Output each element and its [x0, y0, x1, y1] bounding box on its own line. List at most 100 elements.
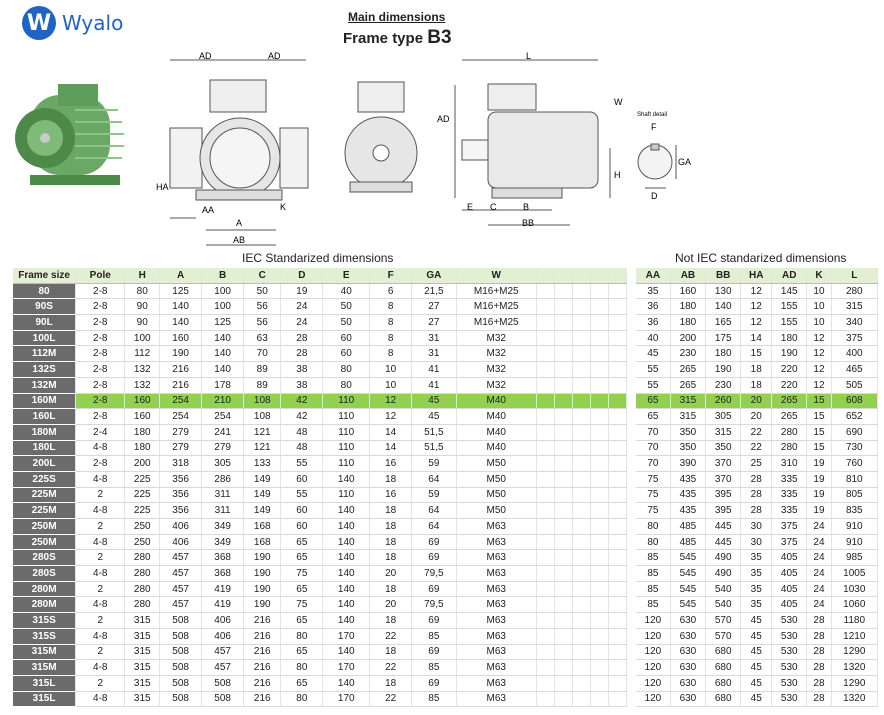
spacer-cell: [590, 565, 609, 582]
table-cell: 15: [806, 393, 832, 410]
table-row: 200L 2-8 200 318 305 133 55 110 16 59 M50: [13, 455, 628, 472]
table-cell: 356: [159, 487, 203, 504]
header-b: B: [201, 268, 245, 284]
table-cell: 120: [636, 612, 671, 629]
table-cell: 18: [740, 377, 773, 394]
table-cell: 64: [411, 518, 457, 535]
spacer-cell: [572, 644, 591, 661]
header-spacer: [590, 268, 609, 284]
table-row: 80 485 445 30 375 24 910: [636, 518, 879, 535]
table-cell: 190: [159, 345, 203, 363]
table-cell: 530: [771, 612, 808, 629]
header-aa: AA: [636, 268, 671, 284]
spacer-cell: [536, 628, 555, 645]
table-cell: M32: [456, 345, 537, 363]
table-cell: 121: [243, 424, 282, 441]
header-spacer: [608, 268, 628, 284]
spacer-cell: [590, 502, 609, 519]
table-cell: 230: [670, 345, 707, 363]
frame-size-cell: 132S: [13, 361, 77, 378]
table-cell: 280: [831, 283, 879, 300]
table-cell: 335: [771, 487, 808, 504]
table-cell: 805: [831, 487, 879, 504]
spacer-cell: [572, 440, 591, 457]
frame-size-cell: 315S: [13, 628, 77, 645]
frame-size-cell: 250M: [13, 534, 77, 551]
table-cell: 48: [280, 424, 324, 441]
table-cell: M63: [456, 612, 537, 629]
table-cell: 140: [322, 565, 371, 582]
table-cell: 55: [636, 377, 671, 394]
table-cell: 910: [831, 534, 879, 551]
table-cell: 505: [831, 377, 879, 394]
table-cell: 530: [771, 644, 808, 661]
table-cell: 230: [705, 377, 742, 394]
header-w: W: [456, 268, 537, 284]
table-cell: M32: [456, 361, 537, 378]
table-cell: 160: [670, 283, 707, 300]
table-cell: 311: [201, 502, 245, 519]
table-cell: 4-8: [75, 502, 126, 519]
table-cell: 216: [243, 628, 282, 645]
table-cell: 630: [670, 675, 707, 692]
table-cell: 30: [740, 534, 773, 551]
table-cell: 140: [322, 675, 371, 692]
table-cell: 18: [369, 675, 413, 692]
table-cell: 70: [636, 424, 671, 441]
frame-prefix: Frame type: [343, 30, 424, 47]
table-row: 225M 4-8 225 356 311 149 60 140 18 64 M50: [13, 502, 628, 519]
table-cell: 375: [771, 534, 808, 551]
label-ad-1: AD: [199, 51, 212, 61]
spacer-cell: [572, 612, 591, 629]
table-cell: 79,5: [411, 596, 457, 614]
table-cell: 65: [280, 612, 324, 629]
label-w: W: [614, 97, 623, 107]
table-cell: M50: [456, 455, 537, 472]
header-ab: AB: [670, 268, 707, 284]
spacer-cell: [536, 377, 555, 394]
table-cell: 190: [771, 345, 808, 363]
table-cell: 18: [369, 471, 413, 488]
table-cell: 2-4: [75, 424, 126, 441]
table-row: 65 315 260 20 265 15 608: [636, 393, 879, 410]
table-cell: 190: [243, 549, 282, 567]
table-cell: 2: [75, 549, 126, 567]
label-c: C: [490, 202, 497, 212]
spacer-cell: [572, 393, 591, 410]
logo-text: Wyalo: [62, 11, 124, 35]
spacer-cell: [590, 471, 609, 488]
spacer-cell: [608, 549, 628, 567]
table-row: 85 545 540 35 405 24 1060: [636, 596, 879, 614]
header-k: K: [806, 268, 832, 284]
table-cell: 279: [159, 424, 203, 441]
table-row: 120 630 680 45 530 28 1290: [636, 644, 879, 661]
spacer-cell: [590, 487, 609, 504]
frame-size-cell: 200L: [13, 455, 77, 472]
table-cell: 28: [280, 330, 324, 347]
table-cell: 30: [740, 518, 773, 535]
label-e: E: [467, 202, 473, 212]
table-cell: 28: [806, 659, 832, 676]
spacer-cell: [536, 534, 555, 551]
spacer-cell: [590, 518, 609, 535]
spacer-cell: [590, 283, 609, 300]
spacer-cell: [590, 455, 609, 472]
spacer-cell: [536, 675, 555, 692]
table-cell: 1320: [831, 659, 879, 676]
spacer-cell: [608, 612, 628, 629]
table-row: 160M 2-8 160 254 210 108 42 110 12 45 M40: [13, 393, 628, 410]
table-cell: 8: [369, 298, 413, 316]
spacer-cell: [554, 691, 573, 708]
table-cell: 457: [159, 565, 203, 582]
spacer-cell: [590, 424, 609, 441]
table-cell: M63: [456, 628, 537, 645]
spacer-cell: [590, 345, 609, 363]
table-cell: M50: [456, 471, 537, 488]
table-cell: 140: [159, 298, 203, 316]
table-cell: M16+M25: [456, 314, 537, 331]
table-cell: 90: [124, 298, 161, 316]
table-cell: 4-8: [75, 534, 126, 551]
table-cell: 65: [280, 581, 324, 598]
table-cell: 540: [705, 596, 742, 614]
table-row: 80 485 445 30 375 24 910: [636, 534, 879, 551]
